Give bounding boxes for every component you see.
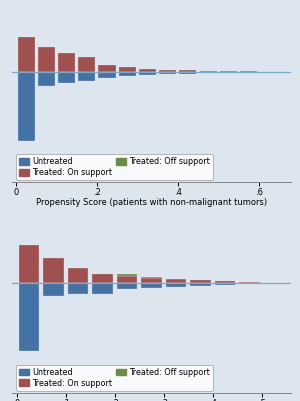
Bar [18,72,35,141]
Bar [18,37,35,72]
Bar [139,69,156,72]
Bar [179,71,197,72]
Bar [139,72,156,75]
Bar [119,67,136,72]
Bar [68,283,88,294]
Bar [200,72,217,73]
Bar [58,72,75,83]
Bar [58,53,75,72]
Bar [240,71,257,72]
Bar [92,273,113,283]
Bar [98,72,116,78]
Legend: Untreated, Treated: On support, Treated: Off support: Untreated, Treated: On support, Treated:… [16,365,213,391]
Bar [38,72,55,86]
Bar [200,71,217,72]
Bar [43,258,64,283]
Legend: Untreated, Treated: On support, Treated: Off support: Untreated, Treated: On support, Treated:… [16,154,213,180]
Bar [38,47,55,72]
Bar [117,283,137,289]
Bar [159,70,176,72]
Bar [166,283,186,287]
Bar [78,57,95,72]
Bar [179,72,197,73]
Bar [92,283,113,294]
Bar [141,278,162,283]
Bar [159,72,176,74]
Bar [214,283,235,285]
Bar [78,72,95,81]
Bar [239,282,260,283]
Bar [43,283,64,296]
Bar [141,283,162,288]
Bar [19,245,40,283]
X-axis label: Propensity Score (patients with non-malignant tumors): Propensity Score (patients with non-mali… [36,198,267,207]
Bar [166,279,186,283]
Bar [214,281,235,283]
Bar [239,283,260,284]
Bar [190,283,211,286]
Bar [19,283,40,351]
Bar [190,280,211,283]
Bar [141,277,162,278]
Bar [117,276,137,283]
Bar [117,274,137,276]
Bar [240,72,257,73]
Bar [98,65,116,72]
Bar [68,268,88,283]
Bar [119,72,136,76]
Bar [220,72,237,73]
Bar [220,71,237,72]
